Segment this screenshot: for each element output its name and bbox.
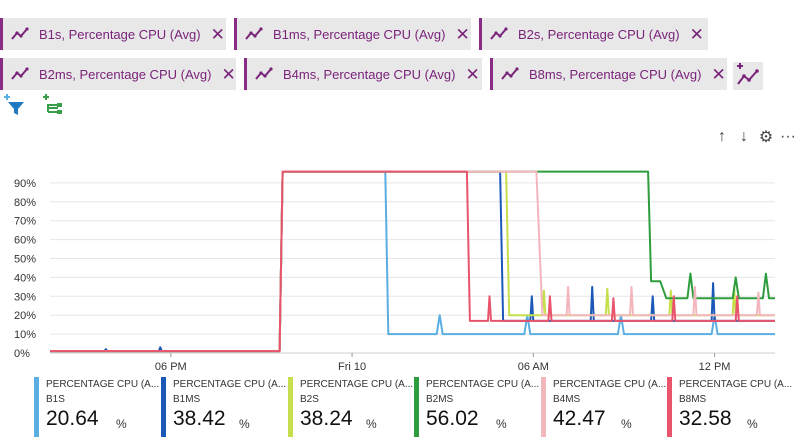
legend-metric: PERCENTAGE CPU (A... xyxy=(553,379,667,390)
gear-icon[interactable]: ⚙ xyxy=(758,129,774,146)
metric-chip-label: B2ms, Percentage CPU (Avg) xyxy=(39,66,212,82)
metric-chip-b1s[interactable]: B1s, Percentage CPU (Avg) ✕ xyxy=(0,18,226,50)
legend-metric: PERCENTAGE CPU (A... xyxy=(46,379,160,390)
line-chart-icon xyxy=(501,67,519,80)
apply-splitting-icon xyxy=(43,94,62,114)
legend-unit: % xyxy=(239,417,250,431)
y-tick-label: 10% xyxy=(14,329,36,341)
legend-item-b8ms[interactable]: PERCENTAGE CPU (A... B8MS 32.58 % xyxy=(667,377,793,437)
more-icon[interactable]: ··· xyxy=(780,128,796,145)
metric-chip-label: B2s, Percentage CPU (Avg) xyxy=(518,26,680,42)
legend-name: B1MS xyxy=(173,394,201,405)
legend-value: 56.02 xyxy=(426,407,479,430)
legend-unit: % xyxy=(116,417,127,431)
series-line-b2s xyxy=(50,170,775,353)
legend-value: 20.64 xyxy=(46,407,99,430)
y-tick-label: 0% xyxy=(14,348,30,360)
legend-value: 32.58 xyxy=(679,407,732,430)
legend-name: B4MS xyxy=(553,394,581,405)
metric-chip-b2s[interactable]: B2s, Percentage CPU (Avg) ✕ xyxy=(479,18,708,50)
y-tick-label: 60% xyxy=(14,235,36,247)
series-line-b8ms xyxy=(50,170,775,353)
legend-item-b2ms[interactable]: PERCENTAGE CPU (A... B2MS 56.02 % xyxy=(414,377,540,437)
close-icon[interactable]: ✕ xyxy=(210,24,225,44)
close-icon[interactable]: ✕ xyxy=(711,64,726,84)
add-filter-icon xyxy=(4,94,24,115)
legend-color-bar xyxy=(667,377,672,437)
metric-chip-b4ms[interactable]: B4ms, Percentage CPU (Avg) ✕ xyxy=(244,58,482,90)
metric-chip-label: B8ms, Percentage CPU (Avg) xyxy=(529,66,702,82)
close-icon[interactable]: ✕ xyxy=(689,24,704,44)
legend-value: 38.24 xyxy=(300,407,353,430)
move-down-icon[interactable]: ↓ xyxy=(740,128,748,145)
y-tick-label: 20% xyxy=(14,310,36,322)
metric-chip-b2ms[interactable]: B2ms, Percentage CPU (Avg) ✕ xyxy=(0,58,236,90)
legend-metric: PERCENTAGE CPU (A... xyxy=(679,379,793,390)
legend-item-b1s[interactable]: PERCENTAGE CPU (A... B1S 20.64 % xyxy=(34,377,160,437)
metric-chip-b1ms[interactable]: B1ms, Percentage CPU (Avg) ✕ xyxy=(234,18,471,50)
metric-chip-label: B4ms, Percentage CPU (Avg) xyxy=(283,66,456,82)
line-chart-icon xyxy=(11,27,29,40)
x-tick-label: 12 PM xyxy=(699,361,731,373)
legend-metric: PERCENTAGE CPU (A... xyxy=(426,379,540,390)
line-chart-icon xyxy=(490,27,508,40)
close-icon[interactable]: ✕ xyxy=(465,64,480,84)
series-line-b4ms xyxy=(50,170,775,353)
close-icon[interactable]: ✕ xyxy=(455,24,470,44)
metric-chip-b8ms[interactable]: B8ms, Percentage CPU (Avg) ✕ xyxy=(490,58,727,90)
add-metric-button[interactable] xyxy=(733,62,763,90)
apply-splitting-button[interactable] xyxy=(40,92,66,118)
y-tick-label: 50% xyxy=(14,254,36,266)
x-tick-label: 06 PM xyxy=(155,361,187,373)
line-chart-icon xyxy=(11,67,29,80)
legend-item-b1ms[interactable]: PERCENTAGE CPU (A... B1MS 38.42 % xyxy=(161,377,287,437)
legend-name: B8MS xyxy=(679,394,707,405)
y-tick-label: 70% xyxy=(14,216,36,228)
y-tick-label: 80% xyxy=(14,197,36,209)
close-icon[interactable]: ✕ xyxy=(221,64,236,84)
legend-metric: PERCENTAGE CPU (A... xyxy=(300,379,414,390)
legend-color-bar xyxy=(414,377,419,437)
y-tick-label: 40% xyxy=(14,272,36,284)
legend-unit: % xyxy=(496,417,507,431)
move-up-icon[interactable]: ↑ xyxy=(718,128,726,145)
y-tick-label: 90% xyxy=(14,178,36,190)
legend-unit: % xyxy=(366,417,377,431)
legend-item-b2s[interactable]: PERCENTAGE CPU (A... B2S 38.24 % xyxy=(288,377,414,437)
series-line-b2ms xyxy=(50,170,775,353)
x-tick-label: 06 AM xyxy=(518,361,549,373)
legend-color-bar xyxy=(541,377,546,437)
metric-chip-bar: B1s, Percentage CPU (Avg) ✕ B1ms, Percen… xyxy=(0,0,800,92)
legend-color-bar xyxy=(288,377,293,437)
x-tick-label: Fri 10 xyxy=(338,361,366,373)
line-chart-icon xyxy=(245,27,263,40)
chart-legend: PERCENTAGE CPU (A... B1S 20.64 % PERCENT… xyxy=(0,373,800,447)
legend-name: B2S xyxy=(300,394,319,405)
legend-unit: % xyxy=(621,417,632,431)
legend-name: B1S xyxy=(46,394,65,405)
legend-color-bar xyxy=(34,377,39,437)
y-tick-label: 30% xyxy=(14,291,36,303)
legend-value: 42.47 xyxy=(553,407,606,430)
legend-item-b4ms[interactable]: PERCENTAGE CPU (A... B4MS 42.47 % xyxy=(541,377,667,437)
legend-value: 38.42 xyxy=(173,407,226,430)
series-line-b1ms xyxy=(50,170,775,353)
line-chart-icon xyxy=(255,67,273,80)
legend-color-bar xyxy=(161,377,166,437)
add-filter-button[interactable] xyxy=(2,92,28,118)
cpu-line-chart: 0% 10% 20% 30% 40% 50% 60% 70% 80% 90% 06 PM Fri 10… xyxy=(14,170,775,373)
series-line-b1s xyxy=(50,170,775,353)
metric-chip-label: B1ms, Percentage CPU (Avg) xyxy=(273,26,446,42)
chart-toolbar: ↑ ↓ ⚙ ··· xyxy=(714,127,796,147)
add-metric-icon xyxy=(737,63,759,85)
legend-unit: % xyxy=(747,417,758,431)
legend-metric: PERCENTAGE CPU (A... xyxy=(173,379,287,390)
legend-name: B2MS xyxy=(426,394,454,405)
metric-chip-label: B1s, Percentage CPU (Avg) xyxy=(39,26,201,42)
